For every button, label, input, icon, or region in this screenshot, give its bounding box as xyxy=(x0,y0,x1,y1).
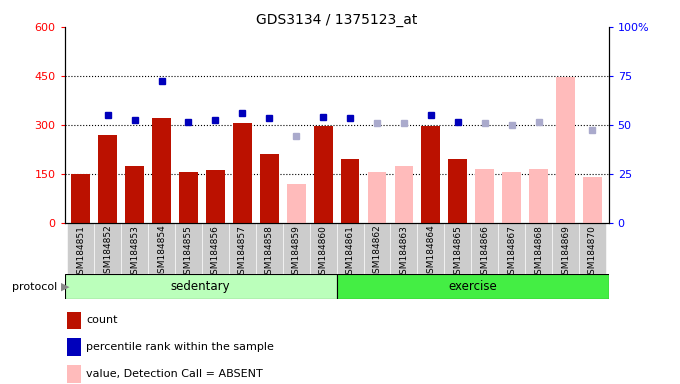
Bar xyxy=(283,223,309,297)
Text: GSM184865: GSM184865 xyxy=(454,225,462,280)
Bar xyxy=(471,223,498,297)
Bar xyxy=(583,177,602,223)
Bar xyxy=(337,274,609,299)
Bar xyxy=(179,172,198,223)
Text: ▶: ▶ xyxy=(61,281,69,291)
Text: GSM184867: GSM184867 xyxy=(507,225,516,280)
Bar xyxy=(95,223,121,297)
Bar xyxy=(202,223,229,297)
Text: sedentary: sedentary xyxy=(171,280,231,293)
Bar xyxy=(498,223,525,297)
Text: exercise: exercise xyxy=(448,280,497,293)
Bar xyxy=(368,172,386,223)
Bar xyxy=(260,154,279,223)
Bar xyxy=(99,135,117,223)
Text: GSM184864: GSM184864 xyxy=(426,225,435,280)
Text: GSM184853: GSM184853 xyxy=(130,225,139,280)
Bar xyxy=(556,78,575,223)
Bar xyxy=(390,223,418,297)
Text: GSM184857: GSM184857 xyxy=(238,225,247,280)
Bar xyxy=(448,159,467,223)
Bar xyxy=(121,223,148,297)
Text: GSM184851: GSM184851 xyxy=(76,225,85,280)
Bar xyxy=(394,166,413,223)
Bar xyxy=(175,223,202,297)
Bar xyxy=(341,159,360,223)
Bar xyxy=(148,223,175,297)
Text: GSM184870: GSM184870 xyxy=(588,225,597,280)
Bar xyxy=(525,223,552,297)
Bar xyxy=(256,223,283,297)
Text: GSM184860: GSM184860 xyxy=(319,225,328,280)
Bar xyxy=(233,123,252,223)
Bar xyxy=(67,311,81,329)
Bar xyxy=(152,118,171,223)
Text: GDS3134 / 1375123_at: GDS3134 / 1375123_at xyxy=(256,13,418,27)
Bar xyxy=(67,223,95,297)
Bar xyxy=(422,126,440,223)
Bar xyxy=(552,223,579,297)
Bar xyxy=(503,172,521,223)
Text: GSM184856: GSM184856 xyxy=(211,225,220,280)
Bar xyxy=(579,223,606,297)
Text: protocol: protocol xyxy=(12,281,61,291)
Bar xyxy=(364,223,390,297)
Bar xyxy=(67,338,81,356)
Bar xyxy=(229,223,256,297)
Text: GSM184852: GSM184852 xyxy=(103,225,112,280)
Bar xyxy=(418,223,444,297)
Bar xyxy=(287,184,305,223)
Bar xyxy=(337,223,364,297)
Text: value, Detection Call = ABSENT: value, Detection Call = ABSENT xyxy=(86,369,263,379)
Text: count: count xyxy=(86,315,118,325)
Text: GSM184859: GSM184859 xyxy=(292,225,301,280)
Text: GSM184861: GSM184861 xyxy=(345,225,354,280)
Text: percentile rank within the sample: percentile rank within the sample xyxy=(86,342,274,352)
Text: GSM184869: GSM184869 xyxy=(561,225,570,280)
Bar xyxy=(444,223,471,297)
Text: GSM184858: GSM184858 xyxy=(265,225,274,280)
Bar xyxy=(125,166,144,223)
Bar xyxy=(475,169,494,223)
Bar xyxy=(529,169,548,223)
Text: GSM184855: GSM184855 xyxy=(184,225,193,280)
Bar xyxy=(67,365,81,382)
Text: GSM184854: GSM184854 xyxy=(157,225,166,280)
Text: GSM184866: GSM184866 xyxy=(480,225,489,280)
Bar xyxy=(71,174,90,223)
Bar xyxy=(65,274,337,299)
Text: GSM184863: GSM184863 xyxy=(399,225,409,280)
Text: GSM184868: GSM184868 xyxy=(534,225,543,280)
Bar xyxy=(313,126,333,223)
Bar xyxy=(309,223,337,297)
Bar xyxy=(206,170,225,223)
Text: GSM184862: GSM184862 xyxy=(373,225,381,280)
